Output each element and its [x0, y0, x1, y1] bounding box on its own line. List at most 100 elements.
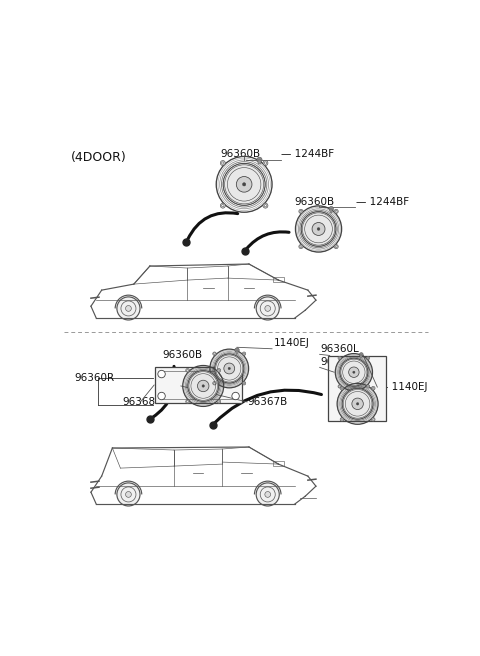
Circle shape [223, 163, 265, 205]
Circle shape [256, 483, 279, 506]
Circle shape [341, 388, 343, 389]
Circle shape [301, 212, 336, 246]
Circle shape [329, 207, 334, 211]
Bar [360, 355, 362, 358]
Circle shape [214, 353, 215, 354]
Circle shape [215, 354, 244, 383]
Circle shape [187, 369, 189, 371]
Text: — 1244BF: — 1244BF [356, 197, 409, 207]
Circle shape [352, 398, 363, 409]
Bar [330, 209, 332, 213]
Text: 96360B: 96360B [321, 357, 360, 367]
Circle shape [202, 384, 204, 387]
Circle shape [317, 228, 320, 230]
Circle shape [264, 205, 266, 207]
Circle shape [339, 386, 340, 387]
Text: (4DOOR): (4DOOR) [71, 151, 127, 164]
Circle shape [372, 419, 374, 420]
Circle shape [338, 356, 341, 359]
Circle shape [366, 384, 370, 388]
Circle shape [338, 384, 341, 388]
Circle shape [360, 353, 363, 356]
Circle shape [158, 371, 165, 378]
Circle shape [220, 161, 225, 165]
Bar [273, 461, 284, 466]
Circle shape [218, 369, 220, 371]
Circle shape [213, 382, 216, 385]
Text: 96368: 96368 [122, 397, 156, 407]
Circle shape [126, 306, 132, 312]
Circle shape [217, 400, 221, 403]
Circle shape [228, 367, 230, 369]
Circle shape [222, 162, 224, 164]
Circle shape [126, 491, 132, 497]
Circle shape [300, 245, 302, 247]
Text: 96360B: 96360B [220, 150, 261, 159]
Circle shape [372, 388, 374, 389]
Circle shape [214, 382, 215, 384]
Circle shape [224, 363, 235, 374]
Bar [236, 350, 238, 354]
Circle shape [372, 386, 375, 390]
Circle shape [366, 356, 370, 359]
Circle shape [264, 162, 266, 164]
Bar [155, 367, 242, 403]
Circle shape [367, 358, 369, 359]
Circle shape [353, 371, 355, 373]
Circle shape [299, 245, 303, 249]
Circle shape [117, 483, 140, 506]
Circle shape [372, 418, 375, 421]
Circle shape [342, 388, 373, 419]
Circle shape [242, 182, 246, 186]
Text: 96360B: 96360B [295, 197, 335, 207]
Circle shape [265, 491, 271, 497]
Circle shape [348, 367, 359, 377]
Circle shape [356, 403, 359, 405]
Circle shape [213, 352, 216, 356]
Circle shape [186, 400, 190, 403]
Text: — 1244BF: — 1244BF [281, 150, 335, 159]
Circle shape [263, 203, 268, 208]
Text: 1140EJ: 1140EJ [274, 338, 310, 348]
Circle shape [257, 157, 262, 163]
Bar [258, 160, 261, 165]
Circle shape [263, 161, 268, 165]
Circle shape [220, 203, 225, 208]
Circle shape [334, 245, 338, 249]
Circle shape [236, 176, 252, 192]
Text: 96360L: 96360L [321, 344, 359, 354]
Circle shape [232, 371, 240, 378]
Circle shape [340, 386, 344, 390]
Circle shape [235, 348, 239, 352]
Circle shape [243, 353, 245, 354]
Circle shape [300, 211, 302, 213]
Circle shape [197, 380, 209, 392]
Circle shape [187, 401, 189, 402]
Circle shape [312, 222, 325, 236]
Circle shape [340, 358, 368, 386]
Circle shape [242, 382, 246, 385]
Bar [273, 277, 284, 282]
Circle shape [188, 371, 218, 401]
Circle shape [339, 358, 340, 359]
Circle shape [218, 401, 220, 402]
Circle shape [217, 369, 221, 372]
Text: — 1140EJ: — 1140EJ [378, 382, 428, 392]
Circle shape [158, 392, 165, 400]
Text: 96360R: 96360R [74, 373, 114, 383]
Circle shape [367, 386, 369, 387]
Circle shape [334, 209, 338, 213]
Circle shape [243, 382, 245, 384]
Circle shape [232, 392, 240, 400]
Text: 96367B: 96367B [248, 397, 288, 407]
Bar [328, 356, 385, 421]
Circle shape [186, 369, 190, 372]
Circle shape [340, 418, 344, 421]
Circle shape [335, 245, 337, 247]
Text: 96360B: 96360B [162, 350, 203, 360]
Circle shape [299, 209, 303, 213]
Circle shape [242, 352, 246, 356]
Circle shape [265, 306, 271, 312]
Circle shape [335, 211, 337, 213]
Circle shape [222, 205, 224, 207]
